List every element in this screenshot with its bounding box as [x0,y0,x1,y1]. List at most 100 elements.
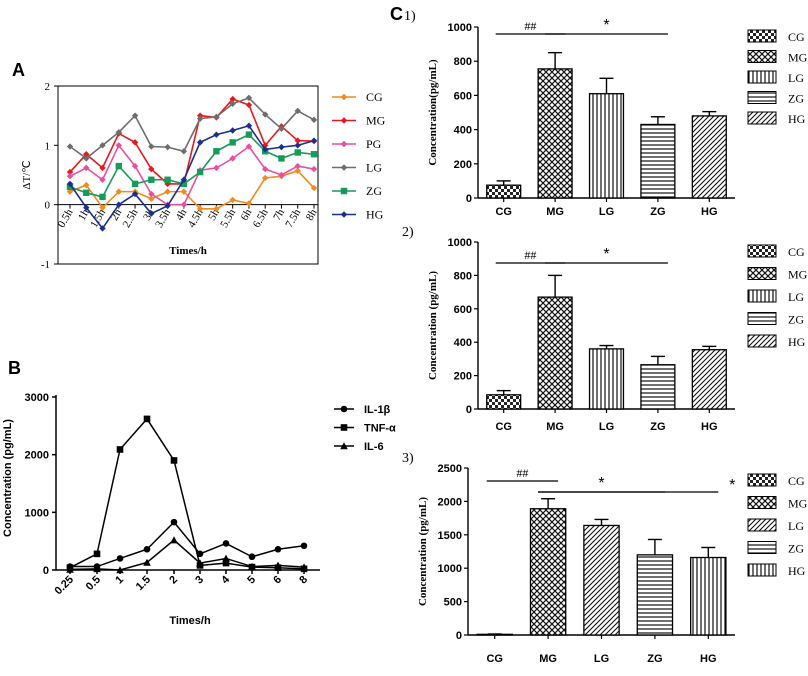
legend-marker-1 [340,424,348,431]
data-point-hg [131,190,139,198]
x-axis-label: Times/h [169,615,211,627]
legend-label-zg: ZG [788,92,804,106]
y-axis-label: Concentration(pg/mL) [427,59,439,166]
legend-swatch-hg [747,334,777,348]
data-point-2 [93,565,101,573]
data-point-zg [245,131,253,138]
data-point-hg [310,137,318,144]
legend-label-hg: HG [788,564,806,578]
x-tick-label: MG [539,653,557,665]
legend-marker-cg [340,93,348,101]
x-tick-label: 2.5h [121,207,141,230]
subpanel-label: 1) [404,9,416,24]
x-tick-label: ZG [647,653,662,665]
data-point-lg [99,142,106,149]
data-point-cg [180,188,188,195]
bar-cg [476,633,513,636]
y-tick-label: 500 [444,597,462,609]
data-point-cg [310,184,318,192]
x-tick-label: 1.5 [134,574,153,593]
chart-c3-bars: 0 500 1000 1500 2000 2500 Concentration (pg/mL… [402,451,808,665]
legend-swatch-lg [747,518,777,532]
x-tick-label: 6 [271,574,284,587]
legend-marker-zg [340,187,348,195]
bar-mg [537,296,573,410]
data-point-lg [294,107,301,115]
bar-lg [588,348,625,410]
bar-zg [640,123,676,199]
legend-swatch-lg [747,70,777,84]
data-point-pg [213,164,220,172]
legend-label-cg: CG [366,90,383,104]
bar-zg [640,364,676,410]
data-point-zg [310,151,318,158]
legend-swatch-mg [747,50,777,63]
series-line-hg [69,124,315,230]
data-point-2 [170,536,178,544]
series-line-zg [69,133,315,198]
legend-label-pg: PG [366,137,382,151]
data-point-cg [196,205,204,213]
y-tick-label: 400 [454,125,472,137]
series-line-cg [69,169,315,210]
legend-swatch-cg [747,473,777,487]
significance-mark: * [603,246,609,263]
x-tick-label: 8h [304,207,320,223]
data-point-lg [131,112,139,119]
y-tick-label: 1000 [25,507,49,519]
series-line-0 [70,521,305,568]
chart-c2-bars: 0 200 400 600 800 1000 Concentration (pg/mL) 2)… [402,225,808,433]
bar-cg [486,394,522,410]
legend-label-hg: HG [788,112,806,126]
data-point-cg [115,188,122,195]
y-tick-label: 400 [454,337,472,349]
data-point-0 [143,545,151,553]
legend-label-cg: CG [788,245,805,259]
x-tick-label: ZG [650,421,665,433]
data-point-pg [278,171,285,179]
panel-letter-b: B [8,358,21,378]
data-point-pg [99,176,106,183]
legend-marker-pg [340,140,348,148]
y-tick-label: 1000 [448,237,472,249]
x-tick-label: CG [495,206,512,218]
data-point-hg [180,176,188,183]
data-point-0 [196,550,204,558]
data-point-lg [245,94,253,102]
data-point-0 [116,555,124,562]
x-tick-label: LG [599,206,614,218]
series-line-1 [69,417,305,570]
data-point-pg [148,190,155,198]
x-tick-label: 3.5h [153,207,173,230]
x-tick-label: 5 [245,574,258,587]
data-point-zg [294,149,301,156]
data-point-0 [170,518,178,526]
x-tick-label: 6.5h [251,207,271,230]
data-point-lg [310,116,318,124]
data-point-1 [143,415,151,423]
x-tick-label: 4 [219,573,232,586]
data-point-cg [213,205,220,213]
data-point-2 [222,554,230,562]
data-point-mg [66,168,74,176]
y-axis-label: Concentration (pg/mL) [427,271,439,380]
data-point-zg [148,176,155,183]
y-tick-label: 600 [454,90,472,102]
data-point-hg [115,201,122,208]
legend-marker-2 [340,442,348,450]
data-point-2 [143,558,151,566]
bar-lg [588,93,625,199]
data-point-lg [164,143,171,151]
data-point-lg [148,143,155,150]
data-point-zg [278,155,285,162]
data-point-lg [66,143,74,150]
data-point-hg [99,225,106,232]
panel-letter-c: C [390,4,403,24]
y-tick-label: 2000 [25,450,49,462]
x-tick-label: MG [546,206,564,218]
y-tick-label: 0 [466,404,472,416]
data-point-0 [274,545,282,553]
data-point-hg [196,139,204,146]
y-tick-label: 3000 [25,392,49,404]
legend-marker-0 [340,405,348,413]
